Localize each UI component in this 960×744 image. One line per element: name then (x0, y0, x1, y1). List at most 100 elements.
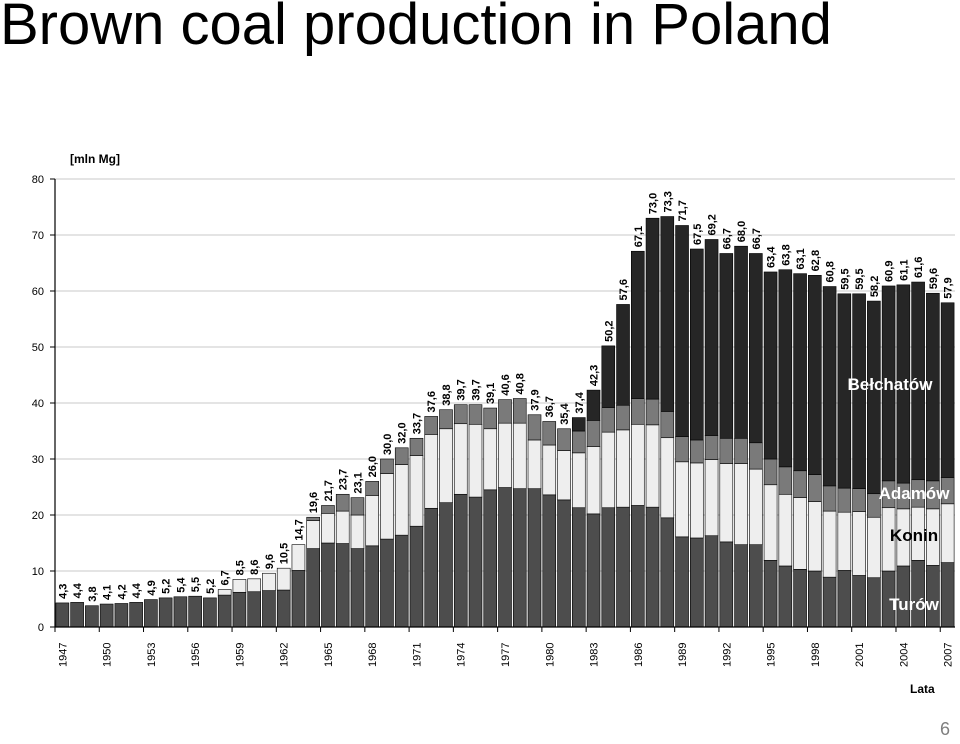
bar-segment (719, 541, 734, 628)
data-label: 66,7 (721, 228, 733, 249)
data-label: 5,2 (161, 579, 173, 594)
bar-segment (306, 548, 320, 628)
data-label: 73,0 (648, 193, 660, 214)
bar-segment (808, 474, 822, 502)
bar-segment (468, 404, 483, 425)
bar-segment (409, 437, 424, 456)
bar-segment (911, 560, 925, 628)
bar-segment (571, 452, 586, 509)
data-label: 71,7 (677, 200, 689, 221)
bar-segment (808, 570, 822, 628)
data-label: 39,7 (470, 379, 482, 400)
bar-segment (365, 545, 380, 628)
bar-segment (409, 525, 424, 628)
data-label: 62,8 (810, 250, 822, 271)
bar-segment (660, 437, 675, 519)
bar-segment (55, 602, 70, 628)
data-label: 60,9 (884, 261, 896, 282)
x-tick-label: 1989 (677, 643, 689, 667)
bar-segment (144, 599, 158, 628)
x-tick-label: 1956 (190, 643, 202, 667)
bar-segment (822, 286, 837, 487)
bar-segment (822, 576, 837, 628)
x-tick-label: 1962 (279, 643, 291, 667)
bar-segment (867, 300, 881, 495)
data-label: 32,0 (397, 422, 409, 443)
bar-segment (335, 543, 350, 628)
y-tick-label: 20 (32, 510, 44, 522)
bar-segment (321, 513, 335, 544)
bar-segment (498, 399, 512, 424)
x-tick-label: 1983 (589, 643, 601, 667)
x-tick-label: 1965 (323, 643, 335, 667)
axes (50, 178, 955, 632)
bar-segment (557, 499, 571, 628)
bar-segment (616, 404, 630, 431)
bar-segment (940, 503, 955, 563)
data-label: 37,4 (574, 391, 586, 413)
bar-segment (232, 591, 247, 628)
bar-segment (793, 569, 807, 628)
bar-segment (822, 510, 837, 578)
bar-segment (217, 589, 232, 596)
x-tick-label: 1959 (234, 643, 246, 667)
data-label: 63,8 (780, 244, 792, 265)
bar-segment (719, 437, 734, 464)
data-label: 73,3 (662, 191, 674, 212)
x-tick-label: 1953 (146, 643, 158, 667)
data-label: 19,6 (308, 492, 320, 513)
bar-segment (99, 603, 114, 628)
data-label: 4,4 (72, 582, 84, 598)
bar-segment (262, 572, 276, 591)
bar-segment (763, 484, 778, 561)
bar-segment (394, 534, 409, 628)
bar-segment (380, 458, 394, 474)
x-tick-label: 1968 (367, 643, 379, 667)
bar-segment (380, 473, 394, 540)
bar-segment (394, 447, 409, 465)
bar-segment (557, 450, 571, 501)
data-label: 23,7 (338, 469, 350, 490)
series-label-adamw: Adamów (879, 484, 951, 503)
data-label: 59,5 (854, 268, 866, 289)
bar-segment (645, 217, 660, 400)
bar-segment (852, 511, 866, 576)
data-label: 33,7 (411, 413, 423, 434)
bar-segment (158, 597, 173, 628)
bar-segment (276, 567, 291, 591)
bar-segment (468, 496, 483, 628)
bar-segment (424, 416, 439, 435)
bar-segment (365, 495, 380, 547)
data-label: 8,6 (249, 560, 261, 575)
bar-segment (350, 548, 365, 628)
bar-segment (896, 284, 911, 484)
data-label: 4,9 (146, 580, 158, 595)
bar-segment (129, 602, 143, 628)
y-tick-label: 0 (38, 622, 44, 634)
bar-segment (571, 430, 586, 454)
bar-segment (247, 591, 261, 628)
bar-segment (852, 575, 866, 628)
bar-segment (542, 421, 557, 446)
data-label: 37,9 (530, 389, 542, 410)
data-label: 63,1 (795, 248, 807, 269)
data-label: 4,2 (116, 584, 128, 599)
bar-segment (734, 463, 748, 545)
bar-segment (616, 429, 630, 508)
bar-segment (335, 493, 350, 512)
bar-segment (704, 459, 719, 537)
y-tick-label: 10 (32, 566, 44, 578)
x-tick-label: 2004 (898, 643, 910, 667)
bar-segment (808, 501, 822, 572)
x-tick-label: 1998 (810, 643, 822, 667)
bar-segment (630, 505, 645, 628)
bar-segment (660, 517, 675, 628)
data-label: 36,7 (544, 396, 556, 417)
data-label: 6,7 (220, 570, 232, 585)
bar-segment (203, 597, 217, 628)
bar-segment (808, 275, 822, 475)
bar-segment (424, 434, 439, 509)
x-tick-label: 1995 (766, 643, 778, 667)
bar-segment (675, 461, 689, 538)
